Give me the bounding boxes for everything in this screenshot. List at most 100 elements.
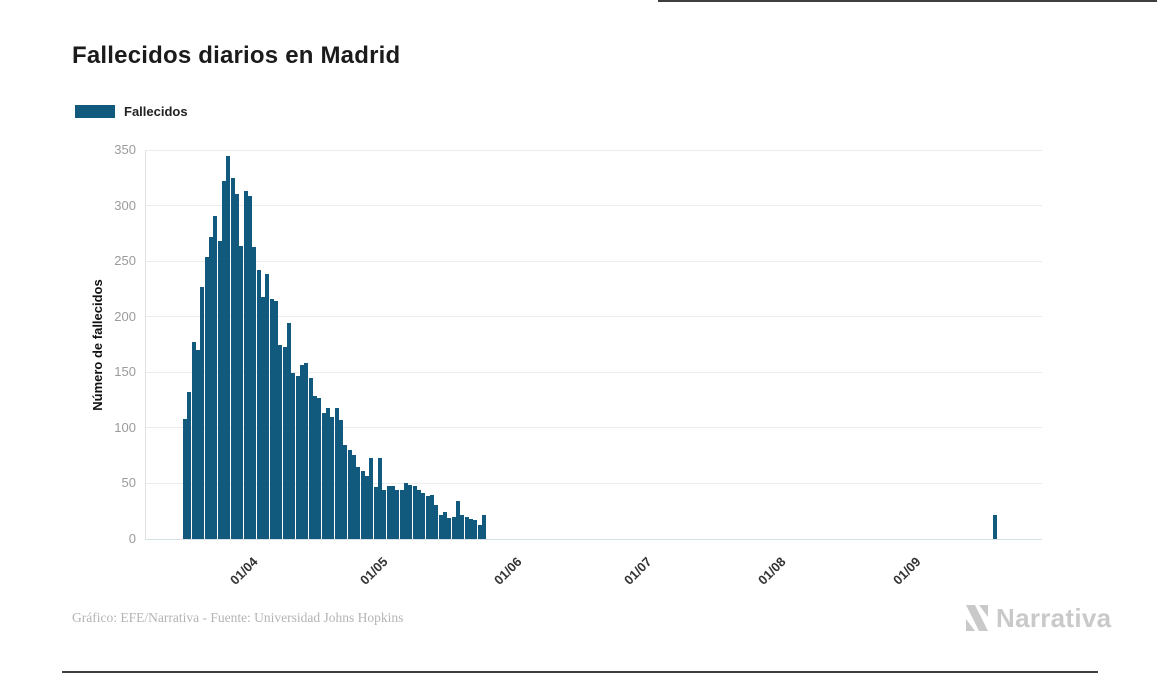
bar-24-03[interactable] xyxy=(208,236,213,539)
y-tick-label-250: 250 xyxy=(114,253,136,269)
source-credit: Gráfico: EFE/Narrativa - Fuente: Univers… xyxy=(72,610,404,625)
bar-05-04[interactable] xyxy=(260,296,265,539)
y-tick-label-300: 300 xyxy=(114,197,136,213)
bar-03-05[interactable] xyxy=(382,490,387,539)
bar-27-04[interactable] xyxy=(356,466,361,539)
bar-18-03[interactable] xyxy=(183,418,187,539)
bar-22-05[interactable] xyxy=(464,516,469,539)
bar-25-03[interactable] xyxy=(213,215,218,539)
bar-20-05[interactable] xyxy=(455,501,460,539)
y-gridline-200 xyxy=(145,316,1042,318)
bar-02-05[interactable] xyxy=(377,457,382,539)
bar-20-03[interactable] xyxy=(191,342,196,539)
bar-11-05[interactable] xyxy=(416,490,421,539)
bar-09-04[interactable] xyxy=(278,344,283,539)
y-tick-label-350: 350 xyxy=(114,142,136,157)
y-gridline-250 xyxy=(145,260,1042,262)
bar-22-04[interactable] xyxy=(334,407,339,539)
y-gridline-50 xyxy=(145,482,1042,484)
bar-19-04[interactable] xyxy=(321,413,326,539)
bar-28-04[interactable] xyxy=(360,471,365,539)
bar-06-04[interactable] xyxy=(265,274,270,539)
x-tick-label-01-06: 01/06 xyxy=(491,554,525,588)
narrativa-logo-text: Narrativa xyxy=(996,603,1112,633)
screenshot-edge-artifact-bottom xyxy=(62,671,1098,673)
bar-26-03[interactable] xyxy=(217,241,222,539)
bar-04-04[interactable] xyxy=(256,270,261,539)
bar-21-09[interactable] xyxy=(993,514,998,539)
bar-21-05[interactable] xyxy=(460,514,465,539)
bar-29-04[interactable] xyxy=(364,475,369,539)
bar-21-04[interactable] xyxy=(330,416,335,539)
bar-31-03[interactable] xyxy=(239,245,244,539)
legend-label: Fallecidos xyxy=(124,104,188,119)
bar-06-05[interactable] xyxy=(395,490,400,539)
y-gridline-300 xyxy=(145,205,1042,207)
bar-27-03[interactable] xyxy=(221,181,226,539)
bar-15-05[interactable] xyxy=(434,504,439,539)
bar-25-04[interactable] xyxy=(347,450,352,539)
bar-23-03[interactable] xyxy=(204,256,209,539)
bar-02-04[interactable] xyxy=(247,195,252,539)
bar-11-04[interactable] xyxy=(286,323,291,539)
bar-10-05[interactable] xyxy=(412,485,417,539)
screenshot-edge-artifact-top xyxy=(658,0,1157,2)
bar-19-03[interactable] xyxy=(187,392,192,539)
bar-24-05[interactable] xyxy=(473,520,478,539)
bar-30-04[interactable] xyxy=(369,457,374,539)
bar-30-03[interactable] xyxy=(234,194,239,539)
bar-03-04[interactable] xyxy=(252,246,257,539)
bar-08-04[interactable] xyxy=(273,301,278,539)
bar-18-04[interactable] xyxy=(317,397,322,539)
bar-23-04[interactable] xyxy=(338,420,343,539)
bar-12-05[interactable] xyxy=(421,493,426,539)
bar-05-05[interactable] xyxy=(390,485,395,539)
bar-01-05[interactable] xyxy=(373,486,378,539)
bar-12-04[interactable] xyxy=(291,373,296,539)
legend-swatch-fallecidos xyxy=(75,105,115,118)
bar-07-04[interactable] xyxy=(269,298,274,539)
narrativa-n-icon xyxy=(966,605,988,631)
bar-28-03[interactable] xyxy=(226,155,231,539)
bar-20-04[interactable] xyxy=(325,407,330,539)
bar-17-04[interactable] xyxy=(312,395,317,539)
x-axis-line xyxy=(145,539,1042,540)
bar-26-05[interactable] xyxy=(481,514,486,539)
bar-01-04[interactable] xyxy=(243,191,248,539)
y-tick-label-100: 100 xyxy=(114,419,136,435)
y-axis-line xyxy=(145,150,146,539)
bar-24-04[interactable] xyxy=(343,444,348,539)
x-tick-label-01-05: 01/05 xyxy=(356,554,391,588)
x-tick-label-01-04: 01/04 xyxy=(226,554,261,588)
bar-14-04[interactable] xyxy=(299,364,304,539)
bar-29-03[interactable] xyxy=(230,177,235,539)
bar-17-05[interactable] xyxy=(442,512,447,539)
y-gridline-150 xyxy=(145,371,1042,373)
bar-09-05[interactable] xyxy=(408,484,413,539)
bar-13-05[interactable] xyxy=(425,495,430,539)
bar-14-05[interactable] xyxy=(429,494,434,539)
bar-25-05[interactable] xyxy=(477,524,482,539)
bar-08-05[interactable] xyxy=(403,483,408,539)
y-gridline-100 xyxy=(145,427,1042,429)
bar-23-05[interactable] xyxy=(468,518,473,539)
x-tick-label-01-09: 01/09 xyxy=(889,554,924,588)
y-tick-label-150: 150 xyxy=(114,364,136,380)
bar-19-05[interactable] xyxy=(451,516,456,539)
x-tick-label-01-08: 01/08 xyxy=(755,554,790,588)
bar-16-04[interactable] xyxy=(308,377,313,539)
chart-title: Fallecidos diarios en Madrid xyxy=(72,42,401,69)
bar-15-04[interactable] xyxy=(304,363,309,539)
y-tick-label-200: 200 xyxy=(114,308,136,324)
bar-26-04[interactable] xyxy=(351,454,356,539)
bar-07-05[interactable] xyxy=(399,490,404,539)
bar-22-03[interactable] xyxy=(200,286,205,539)
bar-18-05[interactable] xyxy=(447,517,452,539)
bar-10-04[interactable] xyxy=(282,346,287,539)
bar-21-03[interactable] xyxy=(195,350,200,539)
bar-16-05[interactable] xyxy=(438,514,443,539)
bar-04-05[interactable] xyxy=(386,485,391,539)
bar-13-04[interactable] xyxy=(295,375,300,539)
y-tick-label-0: 0 xyxy=(128,531,136,546)
